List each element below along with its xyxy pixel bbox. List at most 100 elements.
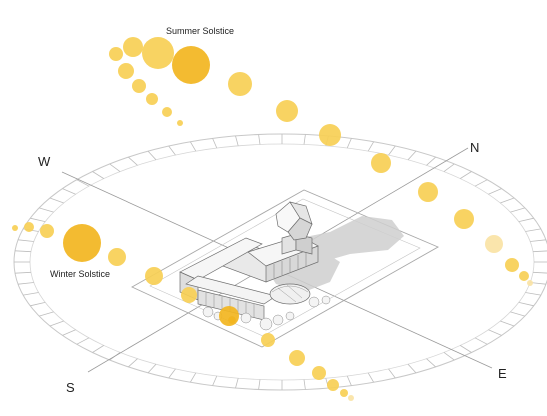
horizon-tick [168,145,176,156]
sun-position [418,182,438,202]
sun-position [348,395,354,401]
tree [285,311,295,321]
horizon-tick [488,188,502,195]
sun-position [454,209,474,229]
horizon-tick [510,207,526,213]
horizon-tick [189,372,197,383]
sun-position [172,46,210,84]
horizon-tick [147,363,157,374]
sun-position [108,248,126,266]
sun-position [162,107,172,117]
horizon-tick [426,156,436,166]
horizon-tick [459,345,472,353]
horizon-tick [367,141,375,152]
horizon-tick [147,150,157,161]
horizon-tick-marks [14,134,547,390]
east-wing-wall [265,245,319,283]
horizon-tick [92,171,105,179]
horizon-tick [92,345,105,353]
sun-position [505,258,519,272]
tree [240,312,252,324]
compass-label-east: E [498,366,507,381]
dome-pavilion [269,283,311,305]
sun-position [24,222,34,232]
tower-shadow [300,216,404,262]
horizon-tick [474,179,488,187]
horizon-tick [14,271,32,274]
horizon-tick [459,171,472,179]
horizon-tick [532,250,547,253]
tree [272,314,284,326]
horizon-tick [303,379,306,390]
horizon-tick [30,302,46,307]
sun-path-positions [12,37,533,401]
compass-label-west: W [38,154,51,169]
horizon-tick [128,156,138,166]
horizon-tick [426,358,436,368]
sun-position [340,389,348,397]
horizon-tick [388,368,396,379]
sun-position [109,47,123,61]
horizon-tick [510,311,526,317]
sun-position [312,366,326,380]
sun-position [327,379,339,391]
compass-label-north: N [470,140,479,155]
horizon-tick [346,375,352,386]
sun-position [145,267,163,285]
horizon-tick [235,378,239,389]
horizon-tick [38,207,54,213]
horizon-tick [367,372,375,383]
horizon-tick [488,329,502,336]
horizon-ring [13,133,547,391]
horizon-tick [525,292,541,296]
horizon-tick [518,302,534,307]
sun-position [118,63,134,79]
sun-position [276,100,298,122]
tree [259,317,273,331]
horizon-tick [407,150,417,161]
horizon-tick [212,138,218,149]
horizon-tick [258,134,261,145]
horizon-tick [258,379,261,390]
horizon-tick [109,163,121,172]
horizon-tick [235,135,239,146]
horizon-tick [30,217,46,222]
horizon-tick [189,141,197,152]
sun-position [12,225,18,231]
horizon-tick [18,282,34,285]
building-model [179,201,319,321]
horizon-tick [443,352,455,361]
sun-position [40,224,54,238]
horizon-tick [76,337,90,345]
sun-position [181,287,197,303]
site-outer-plate [131,189,440,348]
horizon-tick [14,250,32,253]
horizon-tick [23,292,39,296]
horizon-tick [76,179,90,187]
tree [308,296,320,308]
horizon-tick [500,320,515,327]
sun-position [527,280,533,286]
sun-position [519,271,529,281]
sun-position [63,224,101,262]
sun-position [261,333,275,347]
horizon-tick [212,375,218,386]
tree [202,306,214,318]
horizon-tick [474,337,488,345]
horizon-tick [532,271,547,274]
sun-position [219,306,239,326]
horizon-tick [525,228,541,232]
horizon-tick [49,320,64,327]
horizon-tick [346,138,352,149]
sun-position [177,120,183,126]
horizon-tick [168,368,176,379]
horizon-tick [530,239,546,242]
horizon-tick [388,145,396,156]
horizon-tick [49,197,64,204]
horizon-tick [407,363,417,374]
crystal-roof-base [287,217,313,241]
horizon-tick [128,358,138,368]
horizon-tick [303,134,306,145]
horizon-tick [443,163,455,172]
